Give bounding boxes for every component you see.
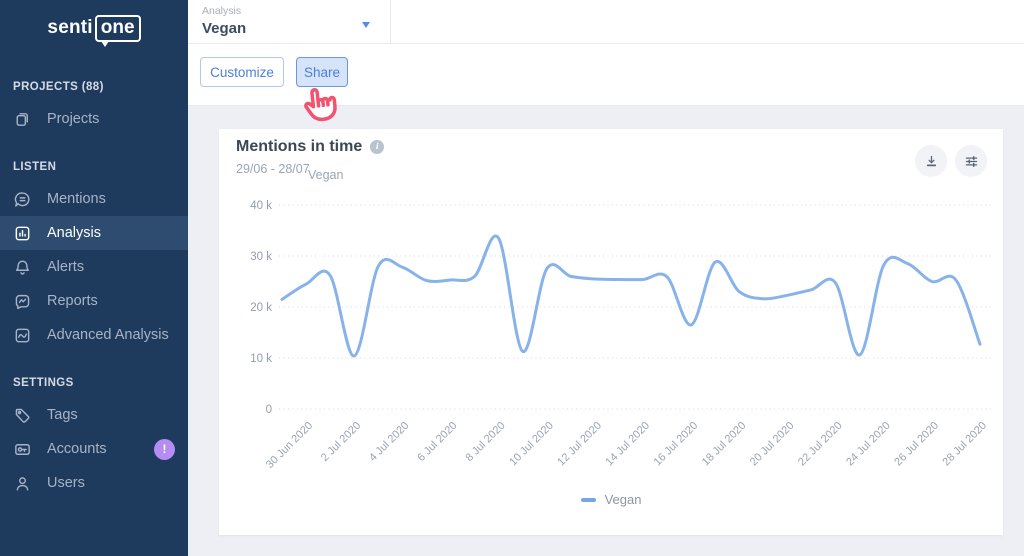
sidebar-item-alerts[interactable]: Alerts	[0, 250, 188, 284]
sidebar-item-label: Alerts	[47, 259, 85, 275]
cursor-hand-icon	[297, 80, 350, 133]
x-axis-label: 12 Jul 2020	[555, 420, 604, 469]
users-icon	[13, 474, 32, 493]
sidebar-item-label: Mentions	[47, 191, 106, 207]
customize-button[interactable]: Customize	[200, 57, 284, 87]
legend-series-label: Vegan	[604, 492, 642, 507]
info-icon[interactable]: i	[370, 140, 385, 154]
bell-icon	[13, 258, 32, 277]
select-label: Analysis	[202, 5, 242, 17]
x-axis-label: 16 Jul 2020	[652, 420, 701, 469]
sidebar-item-projects[interactable]: Projects	[0, 102, 188, 136]
sidebar-item-label: Analysis	[47, 225, 101, 241]
reports-icon	[13, 292, 32, 311]
sidebar-item-tags[interactable]: Tags	[0, 398, 188, 432]
series-sublabel: Vegan	[308, 168, 344, 182]
y-axis-label: 10 k	[250, 353, 272, 365]
card-title: Mentions in time	[236, 138, 363, 155]
sidebar-item-label: Projects	[47, 111, 100, 127]
accounts-icon	[13, 440, 32, 459]
topbar-divider	[390, 0, 391, 43]
x-axis-label: 28 Jul 2020	[940, 420, 989, 469]
advanced-analysis-icon	[13, 326, 32, 345]
sidebar-item-label: Reports	[47, 293, 98, 309]
chart-legend: Vegan	[219, 492, 1003, 507]
sidebar-item-label: Tags	[47, 407, 78, 423]
logo-text-prefix: senti	[47, 17, 93, 38]
x-axis-label: 8 Jul 2020	[463, 420, 507, 464]
sidebar-section-projects-88: PROJECTS (88)	[13, 81, 104, 93]
logo-speech-bubble: one	[94, 14, 141, 47]
projects-icon	[13, 110, 32, 129]
legend-series-dash	[580, 497, 596, 502]
x-axis-label: 6 Jul 2020	[415, 420, 459, 464]
accounts-alert-badge: !	[154, 438, 175, 460]
sentione-logo: senti one	[0, 0, 188, 56]
sidebar-item-users[interactable]: Users	[0, 466, 188, 500]
sidebar: senti one PROJECTS (88) Projects LISTEN Men…	[0, 0, 188, 556]
mentions-icon	[13, 190, 32, 209]
select-value: Vegan	[202, 20, 247, 37]
x-axis-label: 20 Jul 2020	[748, 420, 797, 469]
x-axis-label: 2 Jul 2020	[319, 420, 363, 464]
sidebar-item-analysis[interactable]: Analysis	[0, 216, 188, 250]
sidebar-item-label: Advanced Analysis	[47, 327, 169, 343]
sidebar-item-accounts[interactable]: Accounts!	[0, 432, 188, 466]
sidebar-item-advanced-analysis[interactable]: Advanced Analysis	[0, 318, 188, 352]
sidebar-item-label: Users	[47, 475, 85, 491]
y-axis-label: 20 k	[250, 302, 272, 314]
x-axis-label: 22 Jul 2020	[796, 420, 845, 469]
download-button[interactable]	[915, 145, 947, 177]
y-axis-label: 40 k	[250, 200, 272, 212]
series-line-vegan	[280, 234, 982, 358]
chart-settings-button[interactable]	[955, 145, 987, 177]
tag-icon	[13, 406, 32, 425]
y-axis-label: 0	[266, 404, 272, 416]
topbar: Analysis Vegan	[188, 0, 1024, 44]
sidebar-nav: PROJECTS (88) Projects LISTEN Mentions Analy…	[0, 56, 188, 500]
x-axis-label: 4 Jul 2020	[367, 420, 411, 464]
sidebar-item-mentions[interactable]: Mentions	[0, 182, 188, 216]
sidebar-item-reports[interactable]: Reports	[0, 284, 188, 318]
sidebar-item-label: Accounts	[47, 441, 107, 457]
x-axis-label: 24 Jul 2020	[844, 420, 893, 469]
sliders-icon	[965, 155, 977, 167]
download-icon	[926, 155, 936, 166]
sidebar-section-settings: SETTINGS	[13, 377, 74, 389]
analysis-project-select[interactable]: Analysis Vegan	[202, 5, 378, 37]
x-axis-label: 18 Jul 2020	[700, 420, 749, 469]
chevron-down-icon	[362, 22, 370, 28]
share-button[interactable]: Share	[296, 57, 348, 87]
analysis-icon	[13, 224, 32, 243]
x-axis-label: 26 Jul 2020	[892, 420, 941, 469]
x-axis-label: 14 Jul 2020	[603, 420, 652, 469]
toolbar: Customize Share	[188, 44, 1024, 106]
y-axis-label: 30 k	[250, 251, 272, 263]
mentions-in-time-card: 40 k 30 k 20 k 10 k 0 30 Jun 2020 2 Jul 2020 4 …	[219, 129, 1003, 535]
x-axis-label: 10 Jul 2020	[507, 420, 556, 469]
date-range-label: 29/06 - 28/07	[236, 162, 310, 176]
mentions-line-chart: 40 k 30 k 20 k 10 k 0 30 Jun 2020 2 Jul 2020 4 …	[250, 200, 992, 471]
sidebar-section-listen: LISTEN	[13, 161, 57, 173]
x-axis-label: 30 Jun 2020	[264, 420, 315, 471]
